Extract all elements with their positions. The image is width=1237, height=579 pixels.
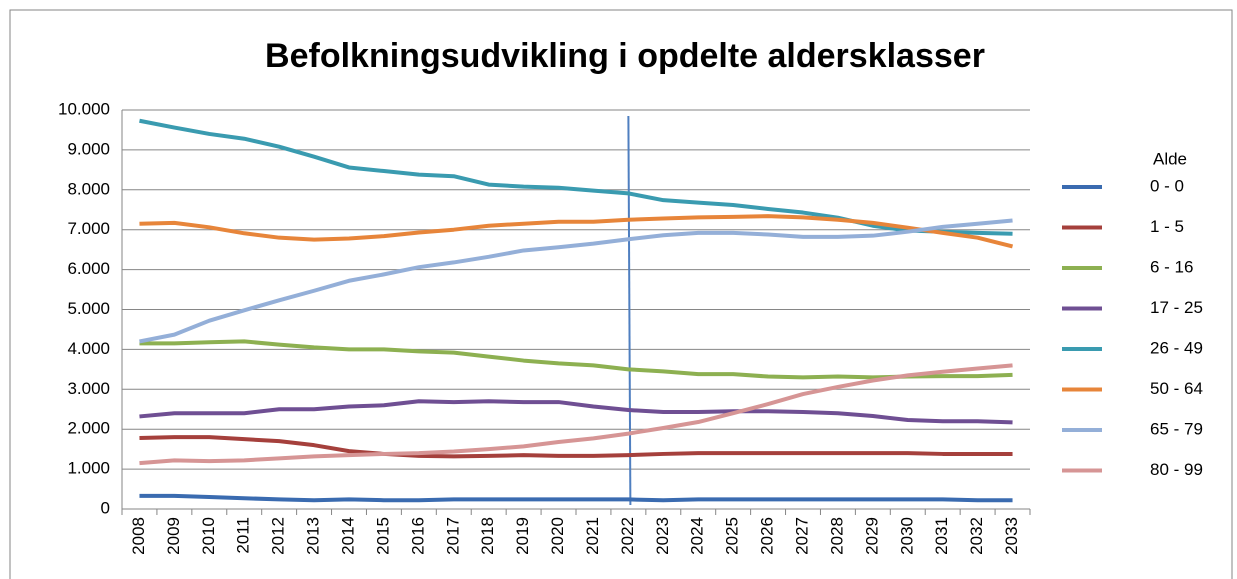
series-line: [139, 435, 1013, 459]
x-tick-label: 2020: [548, 517, 567, 555]
legend-label: 80 - 99: [1150, 460, 1203, 479]
x-tick-label: 2010: [199, 517, 218, 555]
y-tick-label: 9.000: [67, 139, 110, 158]
y-tick-label: 8.000: [67, 179, 110, 198]
legend-title: Alde: [1153, 149, 1187, 168]
y-tick-label: 0: [101, 498, 110, 517]
x-tick-label: 2017: [443, 517, 462, 555]
x-tick-label: 2024: [688, 517, 707, 555]
series-line: [139, 493, 1013, 503]
series-line: [139, 218, 1013, 344]
x-tick-label: 2026: [758, 517, 777, 555]
legend-label: 65 - 79: [1150, 419, 1203, 438]
x-tick-label: 2014: [338, 517, 357, 555]
series-line: [139, 214, 1014, 249]
x-tick-label: 2030: [897, 517, 916, 555]
legend-label: 50 - 64: [1150, 379, 1203, 398]
series-line: [139, 339, 1013, 380]
y-tick-label: 1.000: [67, 459, 110, 478]
x-tick-label: 2032: [967, 517, 986, 555]
legend-label: 6 - 16: [1150, 257, 1193, 276]
series-line: [139, 363, 1013, 466]
x-tick-label: 2028: [827, 517, 846, 555]
x-tick-label: 2023: [653, 517, 672, 555]
legend-label: 26 - 49: [1150, 338, 1203, 357]
chart-title: Befolkningsudvikling i opdelte alderskla…: [265, 37, 985, 75]
x-tick-label: 2009: [164, 517, 183, 555]
x-tick-label: 2029: [862, 517, 881, 555]
legend-label: 0 - 0: [1150, 176, 1184, 195]
x-tick-label: 2021: [583, 517, 602, 555]
x-tick-label: 2011: [234, 517, 253, 554]
x-tick-label: 2008: [129, 517, 148, 555]
legend-label: 1 - 5: [1150, 217, 1184, 236]
y-tick-label: 4.000: [67, 339, 110, 358]
y-tick-label: 6.000: [67, 259, 110, 278]
x-tick-label: 2027: [792, 517, 811, 555]
x-tick-label: 2022: [618, 517, 637, 555]
marker-line: [627, 115, 632, 506]
x-tick-label: 2015: [373, 517, 392, 555]
x-tick-label: 2031: [932, 517, 951, 555]
legend-label: 17 - 25: [1150, 298, 1203, 317]
y-tick-label: 10.000: [58, 99, 110, 118]
x-tick-label: 2019: [513, 517, 532, 555]
y-tick-label: 5.000: [67, 299, 110, 318]
x-tick-label: 2012: [269, 517, 288, 555]
chart-frame: [9, 9, 1233, 579]
y-tick-label: 7.000: [67, 219, 110, 238]
y-tick-label: 3.000: [67, 379, 110, 398]
x-tick-label: 2033: [1002, 517, 1021, 555]
x-tick-label: 2025: [723, 517, 742, 555]
x-tick-label: 2016: [408, 517, 427, 555]
x-tick-label: 2013: [304, 517, 323, 555]
y-tick-label: 2.000: [67, 419, 110, 438]
series-line: [139, 399, 1013, 425]
x-tick-label: 2018: [478, 517, 497, 555]
